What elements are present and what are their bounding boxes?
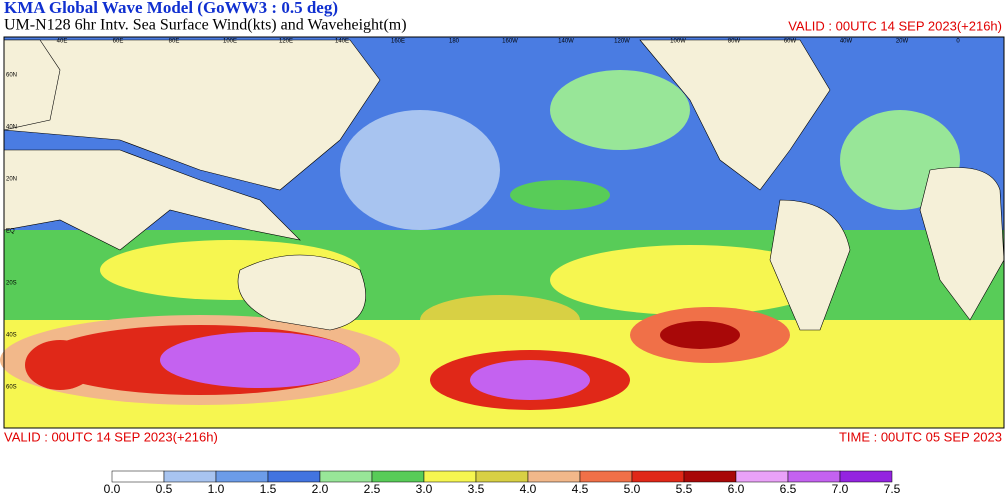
colorbar-label: 2.5 — [364, 482, 381, 496]
subtitle: UM-N128 6hr Intv. Sea Surface Wind(kts) … — [4, 17, 407, 34]
colorbar-swatch — [215, 470, 269, 483]
lon-label: 40W — [840, 39, 853, 45]
lon-label: 20W — [896, 39, 909, 45]
lon-label: 160E — [391, 39, 405, 45]
lon-label: 60W — [784, 39, 797, 45]
colorbar-swatch — [267, 470, 321, 483]
colorbar-swatch — [839, 470, 893, 483]
lon-label: 120W — [614, 39, 630, 45]
lon-label: 180 — [449, 39, 460, 45]
lon-label: 60E — [113, 39, 124, 45]
colorbar-swatch — [371, 470, 425, 483]
colorbar-label: 1.0 — [208, 482, 225, 496]
lon-label: 140W — [558, 39, 574, 45]
lat-label: EQ — [6, 229, 15, 235]
colorbar-swatch — [319, 470, 373, 483]
colorbar-label: 6.0 — [728, 482, 745, 496]
colorbar-swatch — [423, 470, 477, 483]
colorbar-swatch — [735, 470, 789, 483]
colorbar-label: 1.5 — [260, 482, 277, 496]
colorbar-label: 0.0 — [104, 482, 121, 496]
colorbar-label: 5.0 — [624, 482, 641, 496]
lon-label: 100W — [670, 39, 686, 45]
lon-label: 0 — [956, 39, 960, 45]
lat-label: 40N — [6, 125, 17, 131]
colorbar-label: 7.0 — [832, 482, 849, 496]
lat-label: 20S — [6, 281, 17, 287]
time: TIME : 00UTC 05 SEP 2023 — [839, 429, 1002, 444]
colorbar-label: 4.0 — [520, 482, 537, 496]
lon-label: 140E — [335, 39, 349, 45]
lat-label: 20N — [6, 177, 17, 183]
colorbar-swatch — [163, 470, 217, 483]
colorbar-swatch — [527, 470, 581, 483]
colorbar-label: 6.5 — [780, 482, 797, 496]
colorbar-swatch — [631, 470, 685, 483]
colorbar-label: 0.5 — [156, 482, 173, 496]
map — [0, 36, 1005, 429]
lon-label: 80W — [728, 39, 741, 45]
colorbar-swatch — [475, 470, 529, 483]
colorbar-label: 7.5 — [884, 482, 901, 496]
colorbar-swatch — [579, 470, 633, 483]
lon-label: 160W — [502, 39, 518, 45]
colorbar-swatch — [111, 470, 165, 483]
lon-label: 80E — [169, 39, 180, 45]
lon-label: 40E — [57, 39, 68, 45]
colorbar-label: 3.0 — [416, 482, 433, 496]
colorbar-label: 3.5 — [468, 482, 485, 496]
colorbar-label: 5.5 — [676, 482, 693, 496]
lat-label: 60N — [6, 73, 17, 79]
colorbar-swatch — [787, 470, 841, 483]
colorbar-label: 2.0 — [312, 482, 329, 496]
lon-label: 120E — [279, 39, 293, 45]
valid-bottom: VALID : 00UTC 14 SEP 2023(+216h) — [4, 429, 218, 444]
lat-label: 60S — [6, 385, 17, 391]
colorbar-label: 4.5 — [572, 482, 589, 496]
lat-label: 40S — [6, 333, 17, 339]
lon-label: 100E — [223, 39, 237, 45]
valid-top: VALID : 00UTC 14 SEP 2023(+216h) — [788, 18, 1002, 33]
colorbar-swatch — [683, 470, 737, 483]
title: KMA Global Wave Model (GoWW3 : 0.5 deg) — [4, 0, 338, 17]
